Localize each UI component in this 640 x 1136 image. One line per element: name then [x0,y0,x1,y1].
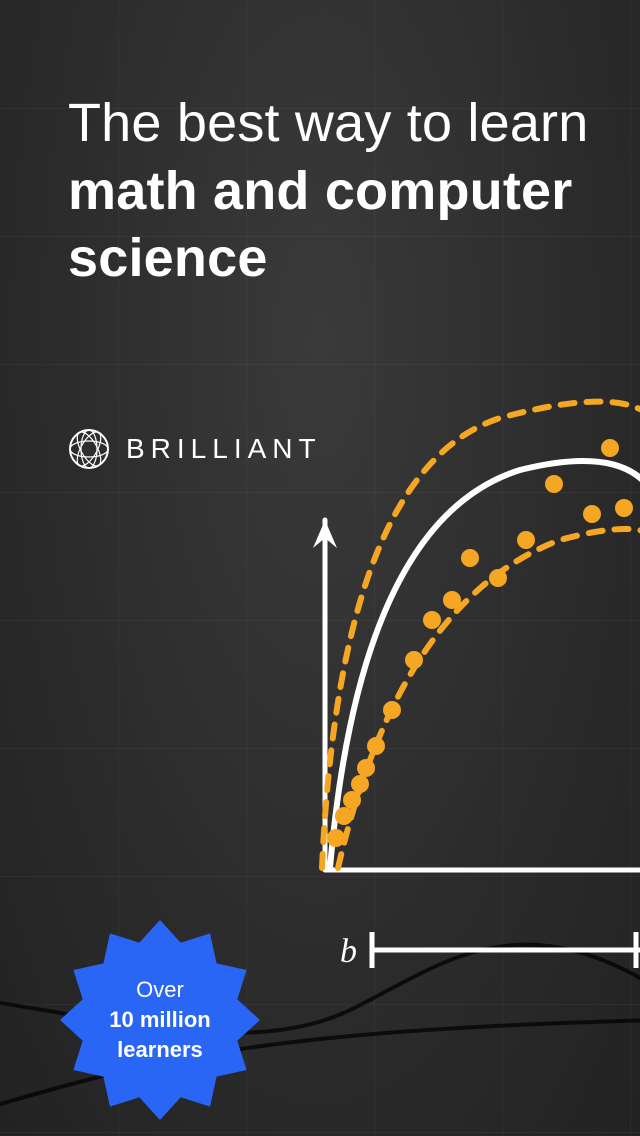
brand-name: BRILLIANT [126,433,322,465]
badge-line3: learners [117,1037,203,1062]
brand-lockup: BRILLIANT [68,428,322,470]
headline: The best way to learn math and computer … [68,90,600,293]
badge-line1: Over [136,977,184,1002]
brilliant-logo-icon [68,428,110,470]
app-store-screenshot: b The best way to learn math and compute… [0,0,640,1136]
headline-prefix: The best way to learn [68,93,588,153]
badge-text: Over 10 million learners [109,975,210,1064]
learners-badge: Over 10 million learners [60,920,260,1120]
headline-bold: math and computer science [68,161,572,289]
svg-text:b: b [340,933,357,970]
badge-line2: 10 million [109,1007,210,1032]
